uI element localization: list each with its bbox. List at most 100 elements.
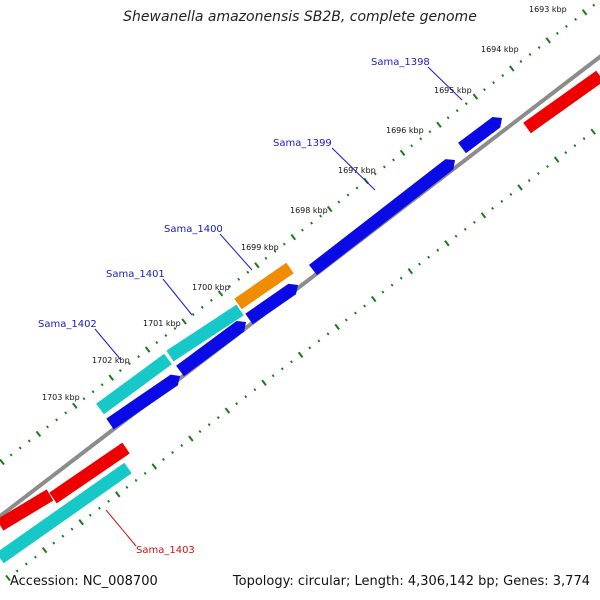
lower-tick-mark: [280, 367, 284, 371]
lower-tick-mark: [151, 463, 158, 470]
upper-tick-mark: [82, 397, 86, 401]
lower-tick-mark: [407, 267, 414, 275]
lower-tick-mark: [418, 262, 421, 266]
upper-tick-mark: [100, 383, 104, 387]
lower-tick-mark: [88, 513, 92, 517]
gene-sama-1401: [166, 304, 244, 362]
upper-tick-mark: [310, 221, 313, 225]
gene-leader-line: [94, 328, 122, 361]
upper-tick-mark: [455, 109, 459, 113]
gene-label: Sama_1401: [106, 269, 165, 280]
lower-tick-mark: [390, 283, 394, 287]
upper-tick-mark: [217, 290, 224, 297]
lower-tick-mark: [180, 443, 184, 447]
lower-tick-mark: [553, 156, 560, 163]
upper-tick-mark: [537, 45, 541, 49]
lower-tick-mark: [590, 128, 596, 135]
genome-backbone: [0, 54, 600, 519]
lower-tick-mark: [582, 137, 586, 141]
lower-tick-mark: [78, 519, 84, 526]
upper-tick-mark: [108, 374, 114, 381]
lower-tick-mark: [564, 151, 568, 155]
lower-tick-mark: [436, 248, 440, 252]
upper-tick-mark: [592, 3, 596, 7]
upper-tick-mark: [483, 88, 486, 92]
gene-labels: Sama_1398 Sama_1399 Sama_1400 Sama_1401 Sama…: [38, 57, 463, 556]
gene-blue-3: [106, 374, 180, 430]
lower-tick-mark: [290, 360, 293, 364]
lower-tick-mark: [125, 485, 129, 489]
gene-red-1: [523, 70, 600, 134]
tick-label: 1694 kbp: [481, 45, 519, 54]
lower-tick-mark: [235, 402, 239, 406]
gene-sama-1399: [309, 159, 455, 276]
lower-tick-mark: [317, 339, 321, 343]
lower-tick-mark: [454, 234, 458, 238]
gene-leader-line: [331, 147, 376, 191]
gene-label: Sama_1398: [371, 57, 430, 68]
upper-tick-mark: [91, 390, 95, 394]
lower-tick-mark: [427, 255, 431, 259]
upper-tick-mark: [545, 37, 551, 44]
gene-leader-line: [162, 278, 193, 316]
gene-label: Sama_1403: [136, 545, 195, 556]
upper-tick-mark: [492, 81, 496, 85]
lower-tick-mark: [326, 332, 330, 336]
lower-tick-mark: [216, 416, 220, 420]
lower-tick-mark: [444, 240, 450, 247]
lower-tick-mark: [509, 192, 513, 196]
lower-tick-mark: [527, 178, 531, 182]
upper-tick-mark: [472, 93, 479, 100]
upper-tick-mark: [64, 411, 68, 415]
tick-label: 1700 kbp: [192, 283, 230, 292]
gene-sama-1398: [458, 117, 502, 154]
upper-tick-mark: [410, 144, 414, 148]
upper-tick-mark: [144, 346, 151, 353]
upper-tick-mark: [392, 158, 395, 162]
lower-tick-mark: [261, 379, 267, 386]
lower-tick-mark: [517, 184, 523, 191]
lower-tick-mark: [253, 388, 257, 392]
lower-tick-mark: [399, 276, 403, 280]
gene-label: Sama_1400: [164, 224, 223, 235]
lower-tick-mark: [97, 506, 101, 510]
upper-tick-mark: [399, 149, 406, 156]
tick-label: 1697 kbp: [338, 166, 376, 175]
gene-label: Sama_1402: [38, 319, 97, 330]
lower-tick-mark: [198, 430, 202, 434]
gene-sama-1400: [234, 262, 294, 310]
upper-tick-mark: [173, 326, 177, 330]
upper-tick-mark: [35, 430, 42, 438]
lower-tick-mark: [171, 450, 175, 454]
upper-tick-mark: [574, 17, 577, 21]
upper-tick-mark: [191, 312, 195, 316]
gene-blue-2: [176, 321, 246, 377]
gene-leader-line: [427, 66, 463, 101]
upper-tick-mark: [246, 270, 250, 274]
lower-tick-mark: [297, 351, 304, 358]
lower-tick-mark: [15, 569, 19, 573]
upper-tick-mark: [155, 341, 159, 345]
lower-tick-mark: [207, 423, 211, 427]
lower-tick-mark: [143, 471, 147, 475]
upper-tick-mark: [118, 369, 122, 373]
upper-tick-mark: [18, 446, 22, 450]
upper-tick-mark: [290, 234, 297, 241]
gene-sama-1402: [96, 353, 172, 415]
upper-tick-track: [0, 3, 596, 466]
lower-tick-mark: [24, 562, 28, 566]
upper-tick-mark: [373, 172, 377, 176]
lower-tick-mark: [41, 546, 48, 554]
upper-tick-mark: [555, 31, 559, 35]
lower-tick-mark: [354, 311, 357, 315]
lower-tick-mark: [536, 171, 540, 175]
lower-tick-mark: [114, 491, 121, 498]
upper-tick-mark: [428, 130, 432, 134]
lower-tick-mark: [480, 212, 487, 219]
lower-tick-mark: [107, 499, 111, 503]
lower-tick-mark: [188, 435, 194, 442]
upper-tick-mark: [237, 277, 241, 281]
upper-tick-mark: [355, 186, 359, 190]
lower-tick-mark: [344, 318, 348, 322]
